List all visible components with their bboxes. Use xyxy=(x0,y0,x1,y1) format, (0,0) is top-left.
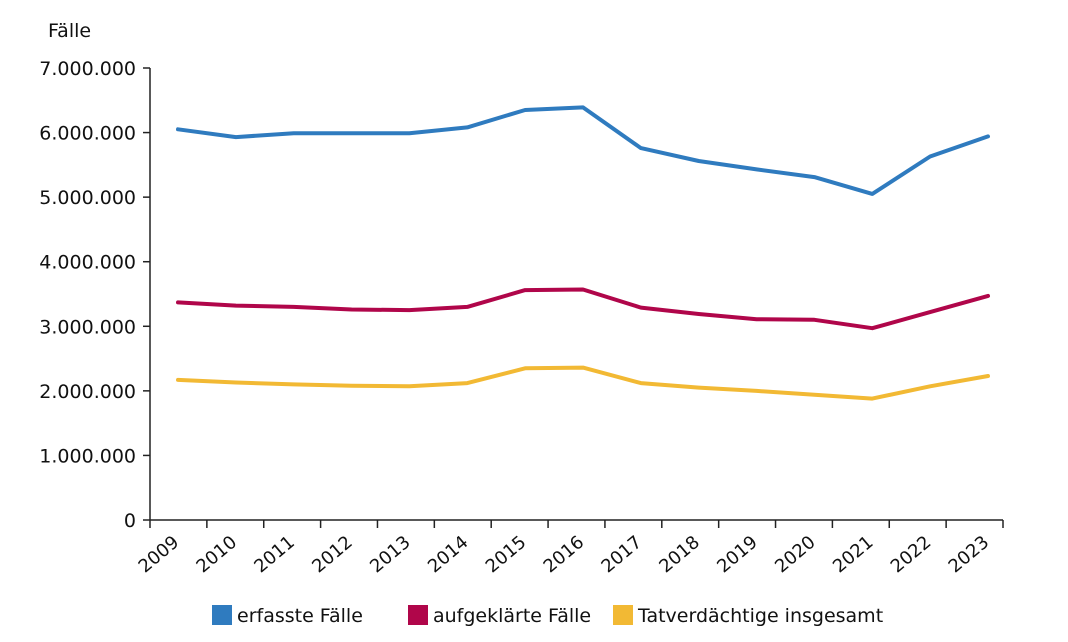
series-line-aufgekl-rte-f-lle xyxy=(176,287,990,331)
legend-label: erfasste Fälle xyxy=(237,605,363,627)
y-tick-label: 4.000.000 xyxy=(39,252,136,274)
x-tick-label: 2023 xyxy=(945,532,994,578)
x-tick-label: 2010 xyxy=(192,532,241,578)
x-tick-label: 2021 xyxy=(829,532,878,578)
y-tick-label: 6.000.000 xyxy=(39,123,136,145)
y-tick-label: 3.000.000 xyxy=(39,316,136,338)
legend: erfasste Fälle aufgeklärte Fälle Tatverdäc… xyxy=(212,605,883,627)
x-tick-label: 2020 xyxy=(771,532,820,578)
y-tick-label: 2.000.000 xyxy=(39,381,136,403)
y-axis: 0 1.000.000 2.000.000 3.000.000 4.000.000 5.0… xyxy=(39,58,151,532)
series-group xyxy=(176,105,990,401)
x-tick-label: 2012 xyxy=(308,532,357,578)
legend-label: Tatverdächtige insgesamt xyxy=(637,605,883,627)
x-axis: 2009 2010 2011 2012 2013 2014 2015 2016 2017 2018… xyxy=(135,519,1004,578)
x-tick-label: 2011 xyxy=(250,532,299,578)
x-tick-label: 2016 xyxy=(540,532,589,578)
x-tick-label: 2018 xyxy=(655,532,704,578)
series-line-tatverd-chtige-insgesamt xyxy=(176,365,990,401)
legend-swatch xyxy=(408,605,428,625)
y-tick-label: 1.000.000 xyxy=(39,445,136,467)
x-tick-label: 2013 xyxy=(366,532,415,578)
legend-swatch xyxy=(212,605,232,625)
y-tick-label: 7.000.000 xyxy=(39,58,136,80)
series-line-erfasste-f-lle xyxy=(176,105,990,196)
y-tick-label: 5.000.000 xyxy=(39,187,136,209)
x-tick-label: 2014 xyxy=(424,532,473,578)
x-tick-label: 2022 xyxy=(887,532,936,578)
x-tick-label: 2015 xyxy=(482,532,531,578)
legend-swatch xyxy=(613,605,633,625)
y-tick-label: 0 xyxy=(124,510,136,532)
x-tick-label: 2009 xyxy=(135,532,184,578)
x-tick-label: 2017 xyxy=(597,532,646,578)
y-axis-label: Fälle xyxy=(48,20,91,42)
x-tick-label: 2019 xyxy=(713,532,762,578)
legend-label: aufgeklärte Fälle xyxy=(433,605,591,627)
